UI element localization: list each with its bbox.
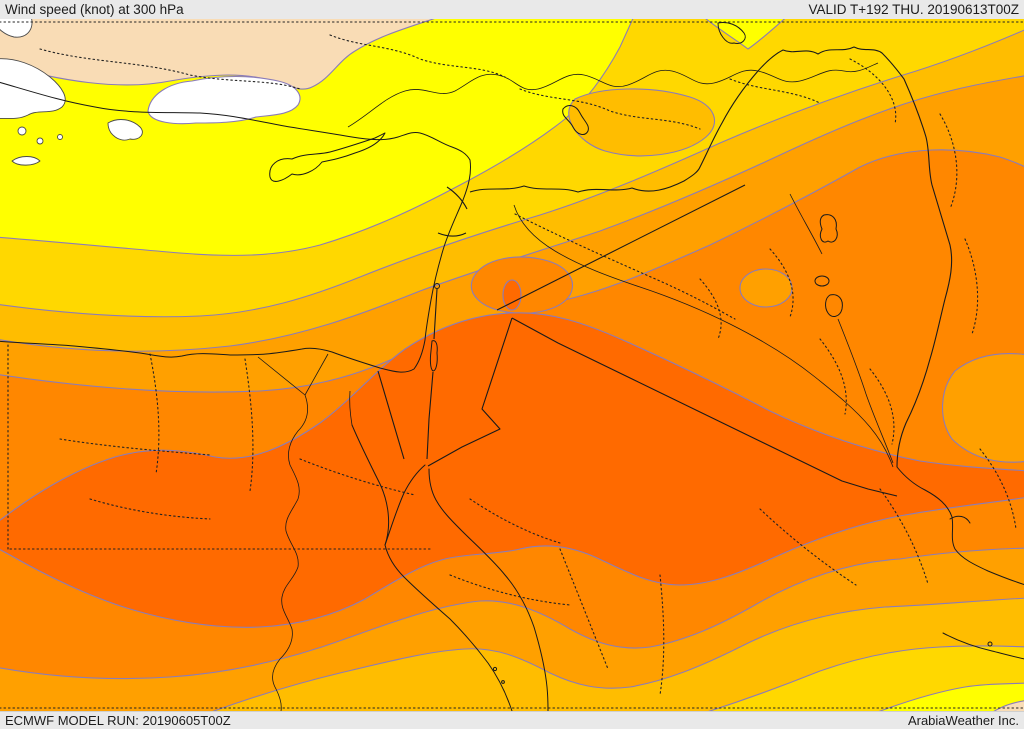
map-footer-bar: ECMWF MODEL RUN: 20190605T00Z ArabiaWeat… [0, 711, 1024, 729]
band-yellow-lower [878, 682, 1024, 711]
anatolia-river [347, 62, 879, 128]
band-yellow-wedge [705, 19, 786, 50]
white-island-rhodes [107, 119, 143, 141]
syria-iraq-border [496, 184, 746, 311]
attribution-label: ArabiaWeather Inc. [907, 713, 1019, 728]
contour-bands [0, 19, 1024, 711]
country-borders [377, 46, 953, 497]
rivers [272, 62, 894, 711]
lake-tuz [562, 105, 589, 135]
dotted-iraq-admin [699, 248, 895, 445]
nile-river [272, 394, 309, 711]
band-amber-blob-turkey [568, 88, 716, 157]
wind-speed-contour-map [0, 19, 1024, 711]
dotted-anatolia-1 [39, 48, 301, 90]
band-hole-iraq [739, 268, 793, 308]
dotted-saudi-admin [559, 448, 1017, 696]
lebanon-border [437, 186, 468, 237]
suez-canal [349, 390, 353, 426]
dotted-anatolia-3 [519, 88, 701, 130]
band-white-minima [0, 19, 301, 166]
red-sea-island [501, 680, 505, 684]
band-hole-right-edge [942, 353, 1024, 463]
levant-egypt-coast [0, 159, 471, 373]
white-island [57, 134, 63, 140]
turkey-syria-iraq-iran-border [469, 46, 953, 468]
band-core [0, 312, 1024, 628]
persian-gulf-coast [896, 466, 1024, 660]
weather-map [0, 19, 1024, 711]
dotted-syria-desert [514, 213, 736, 320]
euphrates-river [513, 204, 894, 468]
white-island-crete [11, 156, 41, 166]
dotted-anatolia-5 [849, 58, 897, 125]
cyprus-coast [269, 132, 386, 182]
page-title: Wind speed (knot) at 300 hPa [5, 2, 184, 17]
lake-habbaniyah [814, 275, 830, 287]
white-island [36, 137, 44, 145]
white-blob-marmara [0, 58, 66, 119]
lake-van [717, 22, 746, 44]
white-blob-sw-turkey [147, 75, 301, 125]
tigris-river [789, 193, 894, 464]
dotted-nw-saudi [449, 574, 571, 606]
lake-razzaza [825, 294, 843, 317]
red-sea-east-shore [384, 464, 549, 711]
map-title-bar: Wind speed (knot) at 300 hPa VALID T+192… [0, 0, 1024, 19]
jordan-saudi-border [427, 317, 513, 467]
nile-delta-branches [257, 353, 329, 396]
white-island [17, 126, 27, 136]
jordan-valley-border [426, 288, 438, 460]
dotted-egypt-admin [59, 353, 416, 520]
lake-tharthar [819, 214, 838, 243]
lakes [429, 22, 843, 372]
dotted-borders [0, 21, 1024, 709]
egypt-israel-border [377, 370, 405, 460]
turkey-coast [0, 81, 471, 161]
iraq-saudi-border [511, 317, 898, 497]
band-dark-patch-levant [470, 256, 573, 314]
dead-sea [429, 340, 438, 372]
dotted-anatolia-4 [729, 78, 821, 104]
dotted-iran [939, 113, 979, 335]
coastlines [0, 81, 1024, 711]
sea-of-galilee [434, 283, 440, 289]
dotted-anatolia-2 [329, 34, 506, 78]
model-run-label: ECMWF MODEL RUN: 20190605T00Z [5, 713, 231, 728]
red-sea-west-shore [351, 424, 513, 711]
gulf-island [987, 641, 993, 647]
red-sea-island [492, 666, 498, 672]
validity-timestamp: VALID T+192 THU. 20190613T00Z [808, 2, 1019, 17]
band-core-dot [502, 279, 522, 311]
dotted-tabuk [469, 498, 561, 544]
